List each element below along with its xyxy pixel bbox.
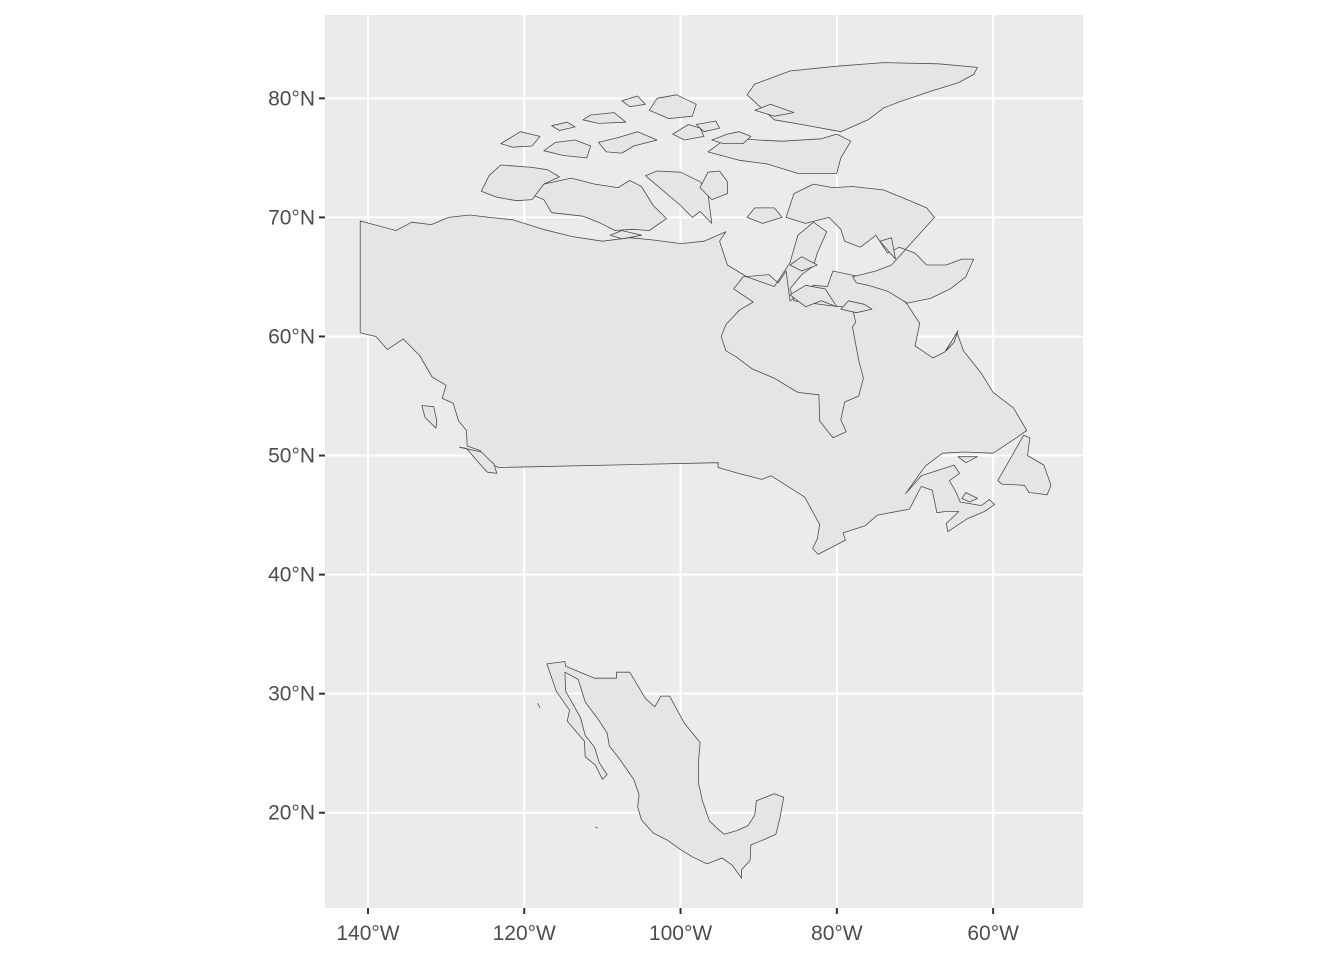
y-tick-label: 20°N [268, 802, 315, 825]
island-shape [648, 94, 697, 119]
island-shape [699, 170, 728, 200]
island-shape [695, 120, 720, 133]
y-tick-label: 80°N [268, 87, 315, 110]
island-shape [621, 95, 646, 108]
island-shape [840, 300, 873, 314]
y-tick-label: 50°N [268, 445, 315, 468]
y-tick-label: 30°N [268, 683, 315, 706]
coastline-fragment [595, 826, 598, 829]
island-shape [707, 133, 852, 174]
island-shape [746, 62, 978, 133]
island-shape [480, 164, 560, 202]
island-shape [672, 124, 705, 141]
island-shape [500, 131, 541, 148]
island-shape [997, 434, 1052, 496]
x-tick-label: 80°W [811, 922, 863, 945]
island-shape [582, 112, 627, 124]
axes: 20°N 30°N 40°N 50°N 60°N 70°N 80°N 140°W 120°W 10… [268, 87, 1019, 945]
mainland-shape [546, 661, 785, 879]
country-canada [359, 62, 1052, 555]
island-shape [598, 131, 658, 154]
x-tick-label: 60°W [967, 922, 1019, 945]
island-shape [543, 139, 592, 159]
island-shape [421, 405, 438, 429]
island-shape [957, 456, 978, 464]
island-shape [961, 492, 978, 503]
island-shape [789, 256, 818, 272]
x-tick-label: 120°W [493, 922, 556, 945]
country-shapes [359, 62, 1052, 879]
mainland-shape [359, 214, 1028, 555]
island-shape [459, 446, 498, 474]
y-tick-label: 40°N [268, 564, 315, 587]
island-shape [711, 131, 752, 144]
y-tick-label: 70°N [268, 206, 315, 229]
country-mexico [537, 661, 785, 879]
island-shape [945, 330, 959, 352]
island-shape [551, 121, 576, 131]
y-tick-label: 60°N [268, 325, 315, 348]
island-shape [789, 284, 838, 308]
island-shape [754, 103, 795, 117]
island-shape [609, 230, 642, 240]
x-tick-label: 100°W [649, 922, 712, 945]
coastline-fragment [537, 703, 541, 709]
x-tick-label: 140°W [336, 922, 399, 945]
island-shape [746, 207, 783, 224]
island-shape [879, 237, 896, 260]
island-shape [785, 183, 974, 304]
